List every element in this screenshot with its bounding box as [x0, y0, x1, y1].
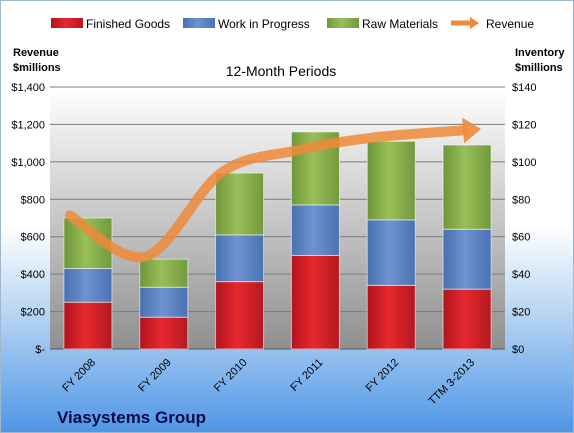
- right-tick-label: $140: [512, 82, 536, 94]
- bar-segment: [442, 228, 492, 290]
- legend-label: Revenue: [486, 17, 534, 31]
- bar-segment: [442, 144, 492, 230]
- x-tick-label: FY 2011: [288, 357, 325, 394]
- legend-swatch: [51, 18, 83, 28]
- x-tick-label: FY 2009: [136, 357, 174, 395]
- right-axis-ticks: $0 $20 $40 $60 $80 $100 $120 $140: [512, 82, 536, 356]
- revenue-arrowhead: [462, 117, 482, 144]
- bar-segment: [366, 140, 416, 221]
- x-tick-label: TTM 3-2013: [426, 357, 477, 408]
- gridlines: [50, 86, 505, 350]
- bar-segment: [139, 286, 189, 318]
- bar-segment: [63, 301, 113, 350]
- left-tick-label: $400: [21, 269, 45, 281]
- left-tick-label: $800: [21, 194, 45, 206]
- left-tick-label: $1,200: [11, 119, 45, 131]
- right-axis-title-line2: $millions: [515, 62, 563, 74]
- left-tick-label: $-: [35, 344, 45, 356]
- bar-segment: [215, 172, 265, 236]
- right-axis-title-line1: Inventory: [515, 47, 565, 59]
- legend-swatch: [183, 18, 215, 28]
- left-tick-label: $600: [21, 232, 45, 244]
- left-tick-label: $1,000: [11, 157, 45, 169]
- right-tick-label: $80: [512, 194, 530, 206]
- x-tick-label: FY 2008: [60, 357, 98, 395]
- right-tick-label: $0: [512, 344, 524, 356]
- bar-series: [63, 131, 492, 350]
- bar-segment: [215, 281, 265, 350]
- right-tick-label: $100: [512, 157, 536, 169]
- bar-segment: [63, 268, 113, 303]
- x-tick-label: FY 2010: [212, 357, 250, 395]
- bar-segment: [139, 258, 189, 288]
- right-tick-label: $120: [512, 119, 536, 131]
- right-tick-label: $60: [512, 232, 530, 244]
- left-tick-label: $1,400: [11, 82, 45, 94]
- legend-label: Finished Goods: [86, 17, 170, 31]
- legend-label: Raw Materials: [362, 17, 438, 31]
- legend-label: Work in Progress: [218, 17, 310, 31]
- x-axis-labels: FY 2008 FY 2009 FY 2010 FY 2011 FY 2012 TTM 3…: [60, 357, 477, 408]
- bar-segment: [290, 254, 340, 350]
- bar-segment: [366, 284, 416, 350]
- right-tick-label: $40: [512, 269, 530, 281]
- company-name: Viasystems Group: [57, 408, 206, 427]
- bar-segment: [366, 219, 416, 286]
- right-tick-label: $20: [512, 307, 530, 319]
- left-axis-title-line1: Revenue: [13, 47, 59, 59]
- x-tick-label: FY 2012: [364, 357, 402, 395]
- bar-segment: [139, 316, 189, 350]
- chart-subtitle: 12-Month Periods: [226, 63, 337, 79]
- revenue-series: [64, 117, 482, 263]
- revenue-line: [64, 125, 469, 263]
- legend-swatch: [327, 18, 359, 28]
- left-tick-label: $200: [21, 307, 45, 319]
- legend-arrow: [470, 17, 479, 29]
- plot-area: [50, 87, 505, 349]
- left-axis-ticks: $- $200 $400 $600 $800 $1,000 $1,200 $1,400: [11, 82, 45, 356]
- bar-segment: [290, 204, 340, 256]
- left-axis-title-line2: $millions: [13, 62, 61, 74]
- bar-segment: [215, 234, 265, 283]
- legend: Finished Goods Work in Progress Raw Materi…: [51, 17, 534, 31]
- bar-segment: [442, 288, 492, 350]
